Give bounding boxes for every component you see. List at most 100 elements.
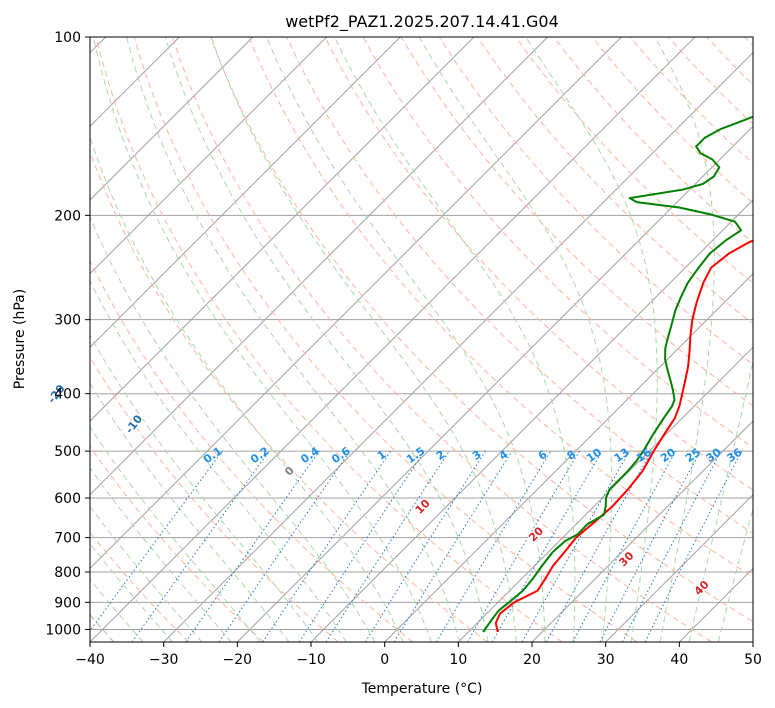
x-axis-label: Temperature (°C): [361, 681, 483, 697]
isotherm-line: [531, 420, 753, 642]
mixing-ratio-label: 2: [434, 448, 448, 463]
y-tick-label: 500: [54, 444, 81, 460]
mixing-ratio-label: 10: [584, 445, 604, 465]
moist-adiabat-line: [717, 506, 753, 642]
dry-adiabat-label: -10: [123, 412, 146, 436]
dry-adiabat-line: [90, 356, 339, 642]
moist-adiabat-line: [164, 37, 489, 642]
moist-adiabat-label: 20: [526, 524, 546, 544]
mixing-ratio-label: 16: [634, 445, 654, 465]
mixing-ratio-label: 1: [375, 448, 389, 463]
moist-adiabat-line: [126, 37, 461, 642]
dry-adiabat-line: [591, 37, 753, 204]
dry-adiabat-line: [171, 37, 712, 642]
mixing-ratio-label: 4: [497, 448, 511, 463]
isotherm-line: [90, 37, 549, 496]
dry-adiabat-line: [210, 37, 753, 623]
y-tick-label: 700: [54, 531, 81, 547]
moist-adiabat-line: [266, 37, 546, 642]
moist-adiabat-line: [90, 135, 404, 642]
moist-adiabat-line: [334, 37, 576, 642]
mixing-ratio-line: [393, 450, 513, 642]
mixing-ratio-line: [599, 450, 701, 642]
moist-adiabat-line: [90, 215, 376, 642]
temperature-profile: [494, 239, 753, 633]
mixing-ratio-label: 30: [704, 445, 724, 465]
x-tick-label: −40: [75, 652, 105, 668]
plot-frame: [89, 36, 754, 643]
mixing-ratio-line: [521, 450, 630, 642]
mixing-ratio-line: [185, 450, 320, 642]
moist-adiabat-line: [654, 37, 715, 642]
isotherm-line: [752, 641, 753, 642]
isotherm-line: [678, 567, 753, 642]
mixing-ratio-line: [467, 450, 580, 642]
mixing-ratio-label: 0.1: [201, 444, 224, 466]
x-tick-label: −10: [296, 652, 326, 668]
mixing-ratio-label: 3: [470, 448, 484, 463]
mixing-ratio-line: [572, 450, 677, 642]
y-tick-label: 800: [54, 565, 81, 581]
isotherm-line: [163, 51, 753, 642]
y-tick-label: 400: [54, 387, 81, 403]
plot-area: [90, 37, 753, 642]
moist-adiabat-line: [418, 37, 613, 642]
dry-adiabat-line: [324, 37, 753, 491]
dry-adiabat-line: [629, 37, 753, 165]
dewpoint-profile: [482, 115, 753, 633]
isotherm-line: [90, 37, 328, 275]
mixing-ratio-label: 36: [724, 445, 744, 465]
moist-adiabat-line: [688, 358, 753, 642]
mixing-ratio-line: [90, 450, 223, 632]
dry-adiabat-line: [133, 37, 638, 642]
x-tick-label: 50: [744, 652, 762, 668]
dry-adiabat-line: [90, 150, 488, 642]
y-tick-label: 1000: [45, 622, 81, 638]
mixing-ratio-line: [325, 450, 450, 642]
moist-adiabat-label: 0: [282, 464, 297, 479]
x-tick-label: 10: [449, 652, 467, 668]
x-tick-label: 30: [597, 652, 615, 668]
dry-adiabat-line: [706, 37, 753, 86]
y-tick-label: 600: [54, 491, 81, 507]
dry-adiabat-line: [362, 37, 753, 449]
isotherm-line: [90, 37, 696, 642]
x-tick-label: −20: [223, 652, 253, 668]
isotherm-line: [90, 37, 475, 422]
dry-adiabat-line: [90, 259, 414, 642]
moist-adiabat-line: [90, 505, 203, 642]
dry-adiabat-line: [95, 37, 563, 642]
y-tick-label: 100: [54, 30, 81, 46]
dry-adiabat-line: [90, 445, 264, 642]
x-tick-label: 20: [523, 652, 541, 668]
dry-adiabat-line: [477, 37, 753, 325]
mixing-ratio-line: [262, 450, 392, 642]
isotherm-line: [310, 199, 753, 642]
moist-adiabat-line: [92, 37, 432, 642]
dry-adiabat-line: [515, 37, 753, 284]
moist-adiabat-label: 30: [616, 549, 636, 569]
mixing-ratio-label: 25: [683, 446, 703, 465]
isotherm-line: [90, 37, 401, 349]
moist-adiabat-line: [90, 467, 232, 642]
dry-adiabat-line: [400, 37, 753, 407]
mixing-ratio-line: [491, 450, 603, 642]
label-layer: 0.10.20.40.611.52346810131620253036-100-…: [44, 380, 745, 599]
moist-adiabat-line: [90, 426, 261, 642]
moist-adiabat-line: [525, 37, 658, 642]
isotherm-line: [457, 346, 753, 642]
moist-adiabat-label: 40: [692, 578, 712, 598]
y-tick-label: 900: [54, 595, 81, 611]
y-tick-label: 300: [54, 313, 81, 329]
moist-adiabat-line: [90, 542, 173, 642]
mixing-ratio-label: 13: [612, 446, 632, 465]
moist-adiabat-label: 10: [413, 497, 433, 517]
x-tick-label: 0: [380, 652, 389, 668]
mixing-ratio-line: [298, 450, 425, 642]
axis-layer: −40 −30 −20 −10 0 10 20 30 40 5010020030040050060…: [45, 30, 762, 668]
mixing-ratio-label: 0.4: [298, 444, 322, 466]
mixing-ratio-label: 0.2: [248, 444, 271, 466]
dry-adiabat-line: [90, 531, 190, 642]
dry-adiabat-line: [248, 37, 753, 578]
